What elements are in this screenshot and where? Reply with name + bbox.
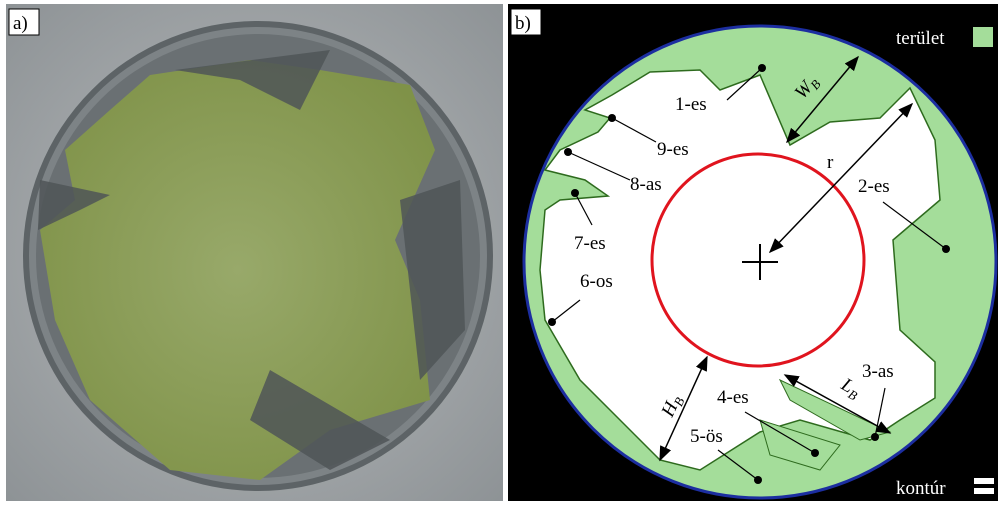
region-label: 4-es <box>717 387 749 408</box>
diagram-panel: 1-es 2-es 3-as 4-es 5-ös 6-os 7-es 8-as … <box>508 4 998 501</box>
region-label: 5-ös <box>690 426 723 447</box>
panel-label: a) <box>13 13 28 34</box>
radius-label: r <box>827 152 834 173</box>
page: a) 1-es 2-es 3-as 4-es 5-ös 6-os 7-es 8-… <box>0 0 1001 506</box>
legend-area-label: terület <box>896 28 945 49</box>
region-label: 9-es <box>657 139 689 160</box>
region-label: 1-es <box>675 94 707 115</box>
panel-label: b) <box>515 13 531 34</box>
figure: a) 1-es 2-es 3-as 4-es 5-ös 6-os 7-es 8-… <box>0 0 1001 506</box>
region-label: 7-es <box>574 233 606 254</box>
legend-contour-label: kontúr <box>896 478 946 499</box>
photo-panel: a) <box>6 4 503 501</box>
region-label: 6-os <box>580 271 613 292</box>
legend-area-swatch <box>973 27 993 47</box>
region-label: 8-as <box>630 174 662 195</box>
region-label: 3-as <box>862 361 894 382</box>
region-label: 2-es <box>858 176 890 197</box>
